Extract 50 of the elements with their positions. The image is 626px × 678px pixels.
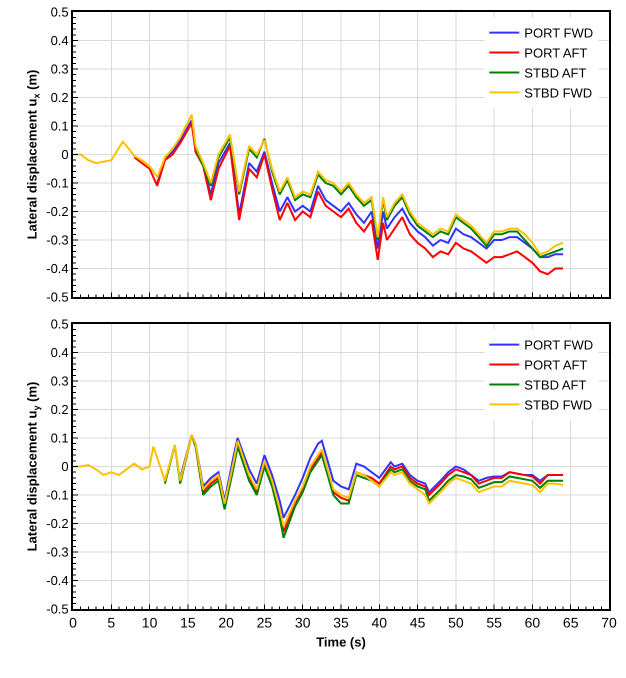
line-series <box>133 122 564 276</box>
y-tick-label: 0.4 <box>50 33 69 48</box>
y-tick-label: 0.5 <box>50 316 69 332</box>
y-tick-label: 0.3 <box>50 374 69 389</box>
y-tick-label: 0.3 <box>50 62 69 77</box>
y-tick-label: -0.5 <box>46 602 69 617</box>
line-series <box>194 136 564 258</box>
y-tick-label: 0 <box>61 147 69 162</box>
y-tick-label: -0.3 <box>46 232 69 248</box>
legend-label: STBD FWD <box>524 397 592 412</box>
legend-label: PORT FWD <box>524 26 594 41</box>
legend-label: STBD FWD <box>524 85 592 100</box>
line-series <box>73 434 564 528</box>
x-tick-label: 35 <box>333 614 349 631</box>
legend-label: STBD AFT <box>524 66 586 81</box>
y-tick-label: 0.1 <box>50 118 69 134</box>
y-tick-label: -0.1 <box>46 488 69 503</box>
y-tick-label: -0.2 <box>46 516 69 532</box>
x-tick-label: 60 <box>524 614 540 631</box>
x-tick-label: 45 <box>410 614 426 631</box>
legend-label: PORT AFT <box>524 46 588 61</box>
y-tick-label: 0.2 <box>50 402 69 418</box>
x-tick-label: 70 <box>601 614 617 631</box>
legend-label: PORT AFT <box>524 358 588 373</box>
x-tick-label: 50 <box>448 614 464 631</box>
y-tick-label: 0 <box>61 459 69 474</box>
y-tick-label: -0.4 <box>46 261 69 276</box>
x-tick-label: 40 <box>372 614 388 631</box>
y-tick-label: -0.1 <box>46 176 69 191</box>
y-tick-label: 0.4 <box>50 345 69 360</box>
x-tick-label: 65 <box>562 614 579 631</box>
x-tick-label: 5 <box>107 614 116 631</box>
line-series <box>73 114 564 256</box>
x-axis-title: Time (s) <box>316 634 366 650</box>
x-tick-label: 30 <box>294 614 311 631</box>
y-tick-label: 0.5 <box>50 4 69 20</box>
x-tick-label: 25 <box>256 614 272 631</box>
x-tick-label: 10 <box>142 614 158 631</box>
y-tick-label: 0.1 <box>50 430 69 446</box>
y-tick-label: 0.2 <box>50 90 69 106</box>
y-tick-label: -0.5 <box>46 290 69 305</box>
x-tick-label: 55 <box>486 614 502 631</box>
y-tick-label: -0.3 <box>46 544 69 560</box>
x-tick-label: 15 <box>180 614 196 631</box>
y-tick-label: -0.2 <box>46 204 69 220</box>
legend-label: PORT FWD <box>524 338 594 353</box>
x-tick-label: 20 <box>218 614 234 631</box>
y-tick-label: -0.4 <box>46 573 69 588</box>
line-series <box>156 119 564 258</box>
legend-label: STBD AFT <box>524 378 586 393</box>
